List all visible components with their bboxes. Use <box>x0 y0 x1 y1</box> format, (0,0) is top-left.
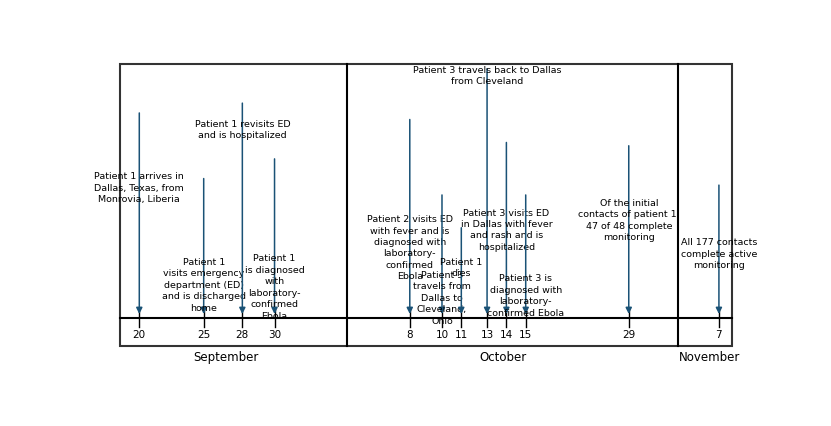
Text: September: September <box>194 351 259 364</box>
Text: 7: 7 <box>715 330 722 340</box>
Text: 28: 28 <box>236 330 249 340</box>
Text: Patient 1 revisits ED
and is hospitalized: Patient 1 revisits ED and is hospitalize… <box>194 120 290 141</box>
Text: 11: 11 <box>455 330 468 340</box>
Text: 10: 10 <box>435 330 449 340</box>
Text: Patient 3 is
diagnosed with
laboratory-
confirmed Ebola: Patient 3 is diagnosed with laboratory- … <box>487 274 564 317</box>
Bar <box>120 64 732 346</box>
Text: Patient 3 visits ED
in Dallas with fever
and rash and is
hospitalized: Patient 3 visits ED in Dallas with fever… <box>460 209 553 252</box>
Text: 13: 13 <box>480 330 494 340</box>
Text: 15: 15 <box>519 330 533 340</box>
Text: Patient 2 visits ED
with fever and is
diagnosed with
laboratory-
confirmed
Ebola: Patient 2 visits ED with fever and is di… <box>366 215 453 282</box>
Text: 25: 25 <box>197 330 210 340</box>
Text: Of the initial
contacts of patient 1,
47 of 48 complete
monitoring: Of the initial contacts of patient 1, 47… <box>578 199 680 242</box>
Text: 14: 14 <box>499 330 513 340</box>
Text: Patient 1
visits emergency
department (ED)
and is discharged
home: Patient 1 visits emergency department (E… <box>162 258 246 313</box>
Text: 20: 20 <box>133 330 146 340</box>
Text: Patient 1
is diagnosed
with
laboratory-
confirmed
Ebola: Patient 1 is diagnosed with laboratory- … <box>244 254 304 321</box>
Text: Patient 3 travels back to Dallas
from Cleveland: Patient 3 travels back to Dallas from Cl… <box>413 66 561 86</box>
Text: 29: 29 <box>622 330 636 340</box>
Text: 30: 30 <box>268 330 281 340</box>
Text: All 177 contacts
complete active
monitoring: All 177 contacts complete active monitor… <box>681 238 757 270</box>
Text: Patient 1
dies: Patient 1 dies <box>440 258 483 278</box>
Text: Patient 3
travels from
Dallas to
Cleveland,
Ohio: Patient 3 travels from Dallas to Clevela… <box>413 271 471 326</box>
Text: Patient 1 arrives in
Dallas, Texas, from
Monrovia, Liberia: Patient 1 arrives in Dallas, Texas, from… <box>95 173 184 204</box>
Text: November: November <box>679 351 740 364</box>
Text: 8: 8 <box>406 330 413 340</box>
Text: October: October <box>479 351 527 364</box>
